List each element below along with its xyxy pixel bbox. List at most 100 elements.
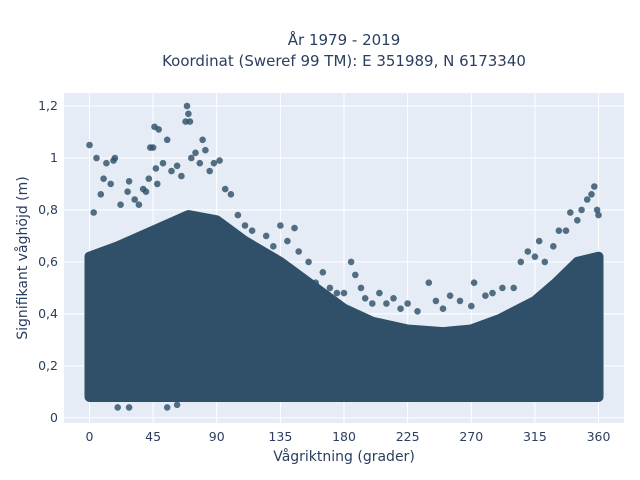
y-tick-label-4: 0,8 <box>38 202 58 217</box>
data-point-95 <box>114 404 121 411</box>
data-point-84 <box>550 243 557 250</box>
data-point-31 <box>186 118 194 125</box>
data-point-71 <box>446 292 454 300</box>
data-point-43 <box>241 222 249 229</box>
data-point-13 <box>135 201 143 208</box>
data-point-76 <box>489 289 496 297</box>
y-tick-label-2: 0,4 <box>38 306 58 321</box>
data-point-10 <box>124 188 131 195</box>
chart-title-line2: Koordinat (Sweref 99 TM): E 351989, N 61… <box>162 52 526 70</box>
data-point-30 <box>185 110 192 118</box>
x-tick-label-4: 180 <box>332 429 356 444</box>
data-point-74 <box>470 279 478 287</box>
y-axis-label: Signifikant våghöjd (m) <box>14 176 31 339</box>
data-point-96 <box>125 404 133 411</box>
x-tick-label-7: 315 <box>523 429 547 444</box>
data-point-33 <box>192 149 199 157</box>
data-point-87 <box>567 209 574 216</box>
data-point-16 <box>145 175 153 182</box>
data-point-44 <box>248 227 256 234</box>
data-point-6 <box>107 180 114 188</box>
data-point-32 <box>188 154 195 162</box>
data-point-77 <box>499 284 506 292</box>
data-point-4 <box>100 175 107 182</box>
data-point-63 <box>383 300 390 307</box>
y-tick-label-1: 0,2 <box>38 358 58 373</box>
data-point-72 <box>456 297 464 305</box>
data-point-81 <box>531 253 539 260</box>
x-tick-label-3: 135 <box>268 429 292 444</box>
x-tick-label-1: 45 <box>145 429 161 444</box>
data-point-5 <box>103 159 110 167</box>
data-point-70 <box>439 305 447 313</box>
data-point-98 <box>173 401 181 409</box>
data-point-49 <box>291 224 298 232</box>
data-point-65 <box>397 305 404 313</box>
data-point-38 <box>210 159 218 167</box>
data-point-2 <box>93 154 100 162</box>
data-point-75 <box>482 292 489 300</box>
data-point-36 <box>202 146 209 154</box>
data-point-93 <box>593 206 601 214</box>
data-point-64 <box>390 295 397 302</box>
data-point-61 <box>369 300 376 307</box>
data-point-11 <box>125 178 133 185</box>
data-point-51 <box>305 258 312 266</box>
x-tick-label-0: 0 <box>85 429 93 444</box>
y-tick-label-0: 0 <box>50 410 58 425</box>
x-tick-label-2: 90 <box>209 429 225 444</box>
y-axis-ticks: 0 0,2 0,4 0,6 0,8 1 1,2 <box>38 98 58 425</box>
data-point-59 <box>357 284 365 292</box>
data-point-29 <box>183 102 191 110</box>
data-point-46 <box>270 243 277 250</box>
data-point-41 <box>227 191 235 198</box>
x-tick-label-5: 225 <box>396 429 420 444</box>
data-point-57 <box>347 258 355 266</box>
data-point-3 <box>97 191 105 198</box>
data-point-89 <box>578 206 585 214</box>
data-point-73 <box>468 302 475 310</box>
data-point-50 <box>295 248 303 255</box>
data-point-25 <box>168 167 175 175</box>
x-tick-label-6: 270 <box>459 429 483 444</box>
data-point-97 <box>163 404 171 411</box>
data-point-48 <box>284 237 291 245</box>
data-point-86 <box>562 227 570 234</box>
data-point-56 <box>340 289 348 297</box>
data-point-37 <box>206 167 213 175</box>
data-point-58 <box>352 271 359 279</box>
data-point-53 <box>319 269 327 276</box>
data-point-94 <box>595 211 602 219</box>
data-point-79 <box>517 258 525 266</box>
data-point-80 <box>524 248 532 255</box>
x-axis-label: Vågriktning (grader) <box>273 448 415 465</box>
data-point-34 <box>196 159 204 167</box>
data-point-47 <box>277 222 284 229</box>
data-point-26 <box>173 162 181 170</box>
data-point-22 <box>155 126 162 133</box>
data-point-0 <box>86 141 93 149</box>
data-point-15 <box>142 188 150 195</box>
data-point-27 <box>178 172 185 180</box>
data-point-92 <box>591 183 598 190</box>
data-point-62 <box>376 289 383 297</box>
x-axis-ticks: 0 45 90 135 180 225 270 315 360 <box>85 429 610 444</box>
data-point-20 <box>152 165 160 172</box>
data-point-8 <box>111 154 119 162</box>
data-point-35 <box>199 136 206 144</box>
data-point-45 <box>262 232 270 240</box>
data-point-69 <box>432 297 440 305</box>
data-point-78 <box>510 284 517 292</box>
data-point-42 <box>234 211 242 219</box>
y-tick-label-6: 1,2 <box>38 98 58 113</box>
y-tick-label-5: 1 <box>50 150 58 165</box>
data-point-88 <box>574 217 581 224</box>
data-point-40 <box>221 185 229 193</box>
data-point-23 <box>159 159 167 167</box>
data-point-82 <box>535 237 543 245</box>
data-point-85 <box>555 227 563 234</box>
data-point-52 <box>312 279 320 287</box>
data-point-90 <box>583 196 591 203</box>
data-point-55 <box>333 289 341 297</box>
